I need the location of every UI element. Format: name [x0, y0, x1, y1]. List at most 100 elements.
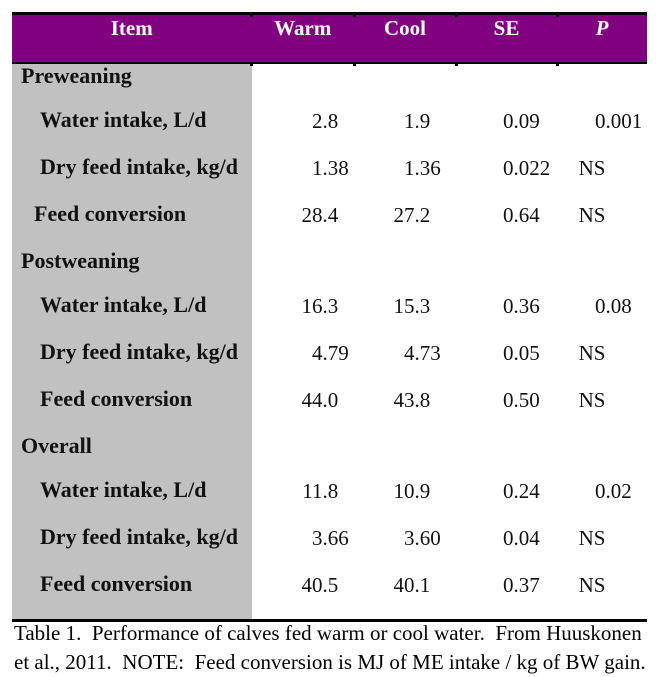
value-integer-part: 28 [301, 203, 323, 227]
value-integer-part: 1 [312, 156, 323, 180]
row-label: Dry feed intake, kg/d [40, 339, 238, 364]
value-fraction-part: .04 [513, 526, 540, 550]
value-integer-part: 0 [503, 341, 514, 365]
row-label: Dry feed intake, kg/d [40, 154, 238, 179]
value-integer-part: 0 [503, 156, 514, 180]
value-integer-part: 0 [503, 479, 514, 503]
value-integer-part: NS [578, 388, 606, 412]
value-integer-part: 40 [301, 573, 323, 597]
value-fraction-part: .08 [605, 294, 632, 318]
row-label: Water intake, L/d [40, 292, 207, 317]
value-integer-part: 4 [312, 341, 323, 365]
table-row: Feed conversion 40.5 40.1 0.37 NS [12, 572, 647, 619]
table-row: Postweaning [12, 249, 647, 293]
value-fraction-part: .0 [322, 388, 339, 412]
value-fraction-part: .9 [414, 109, 431, 133]
table-row: Water intake, L/d 16.3 15.3 0.36 0.08 [12, 293, 647, 340]
item-column-background [12, 64, 252, 619]
table-row: Dry feed intake, kg/d 1.38 1.36 0.022 NS [12, 155, 647, 202]
caption-line: Table 1. Performance of calves fed warm … [14, 620, 642, 645]
value-integer-part: 3 [312, 526, 323, 550]
value-fraction-part: .8 [322, 479, 339, 503]
header-separator-line [12, 62, 647, 64]
column-boundary-tick [250, 64, 253, 66]
value-fraction-part: .37 [513, 573, 540, 597]
value-fraction-part: .3 [414, 294, 431, 318]
value-integer-part: 1 [404, 156, 415, 180]
row-label: Water intake, L/d [40, 477, 207, 502]
column-boundary-tick [555, 15, 559, 17]
value-integer-part: 1 [404, 109, 415, 133]
row-label: Feed conversion [40, 571, 193, 596]
column-header-cool: Cool [384, 16, 426, 40]
value-integer-part: 4 [404, 341, 415, 365]
row-label: Feed conversion [40, 386, 193, 411]
value-fraction-part: .022 [513, 156, 551, 180]
value-integer-part: NS [578, 573, 606, 597]
value-integer-part: 10 [393, 479, 415, 503]
table-row: Preweaning [12, 64, 647, 108]
value-fraction-part: .5 [322, 573, 339, 597]
table-top-border [12, 12, 647, 15]
row-label: Dry feed intake, kg/d [40, 524, 238, 549]
value-integer-part: NS [578, 341, 606, 365]
value-integer-part: NS [578, 156, 606, 180]
value-fraction-part: .79 [322, 341, 349, 365]
row-label: Water intake, L/d [40, 107, 207, 132]
row-label: Overall [21, 433, 92, 458]
value-integer-part: 0 [503, 109, 514, 133]
value-fraction-part: .2 [414, 203, 431, 227]
column-boundary-tick [352, 64, 356, 66]
value-integer-part: 3 [404, 526, 415, 550]
value-integer-part: 11 [302, 479, 323, 503]
value-integer-part: 44 [301, 388, 323, 412]
table-caption: Table 1. Performance of calves fed warm … [14, 619, 658, 677]
value-fraction-part: .8 [322, 109, 339, 133]
table-row: Dry feed intake, kg/d 4.79 4.73 0.05 NS [12, 340, 647, 387]
table-row: Feed conversion 44.0 43.8 0.50 NS [12, 387, 647, 434]
column-header-p: P [595, 16, 609, 40]
table-header-row: Item Warm Cool SE P [12, 15, 647, 62]
table-bottom-border [12, 619, 647, 622]
value-fraction-part: .24 [513, 479, 540, 503]
row-label: Preweaning [21, 63, 132, 88]
table-row: Feed conversion 28.4 27.2 0.64 NS [12, 202, 647, 249]
column-boundary-tick [352, 15, 356, 17]
caption-line: et al., 2011. NOTE: Feed conversion is M… [14, 649, 646, 674]
value-fraction-part: .36 [513, 294, 540, 318]
value-fraction-part: .8 [414, 388, 431, 412]
value-fraction-part: .50 [513, 388, 540, 412]
value-fraction-part: .66 [322, 526, 349, 550]
value-integer-part: 0 [595, 109, 606, 133]
row-label: Postweaning [21, 248, 140, 273]
value-fraction-part: .73 [414, 341, 441, 365]
value-integer-part: 15 [393, 294, 415, 318]
value-integer-part: 43 [393, 388, 415, 412]
column-boundary-tick [250, 15, 253, 17]
row-label: Feed conversion [34, 201, 187, 226]
value-integer-part: 0 [503, 573, 514, 597]
value-integer-part: 2 [312, 109, 323, 133]
value-fraction-part: .9 [414, 479, 431, 503]
value-fraction-part: .60 [414, 526, 441, 550]
value-fraction-part: .02 [605, 479, 632, 503]
value-integer-part: 0 [503, 388, 514, 412]
column-header-warm: Warm [274, 16, 332, 40]
value-integer-part: 16 [301, 294, 323, 318]
value-integer-part: NS [578, 526, 606, 550]
value-integer-part: 0 [503, 526, 514, 550]
table-row: Water intake, L/d 11.8 10.9 0.24 0.02 [12, 478, 647, 525]
value-fraction-part: .3 [322, 294, 339, 318]
column-boundary-tick [555, 64, 559, 66]
value-integer-part: 27 [393, 203, 415, 227]
value-fraction-part: .09 [513, 109, 540, 133]
value-integer-part: 0 [503, 203, 514, 227]
value-fraction-part: .38 [322, 156, 349, 180]
value-fraction-part: .001 [605, 109, 643, 133]
value-fraction-part: .64 [513, 203, 540, 227]
column-header-item: Item [110, 16, 153, 40]
value-integer-part: 0 [503, 294, 514, 318]
value-integer-part: 0 [595, 479, 606, 503]
table-row: Water intake, L/d 2.8 1.9 0.09 0.001 [12, 108, 647, 155]
value-fraction-part: .4 [322, 203, 339, 227]
